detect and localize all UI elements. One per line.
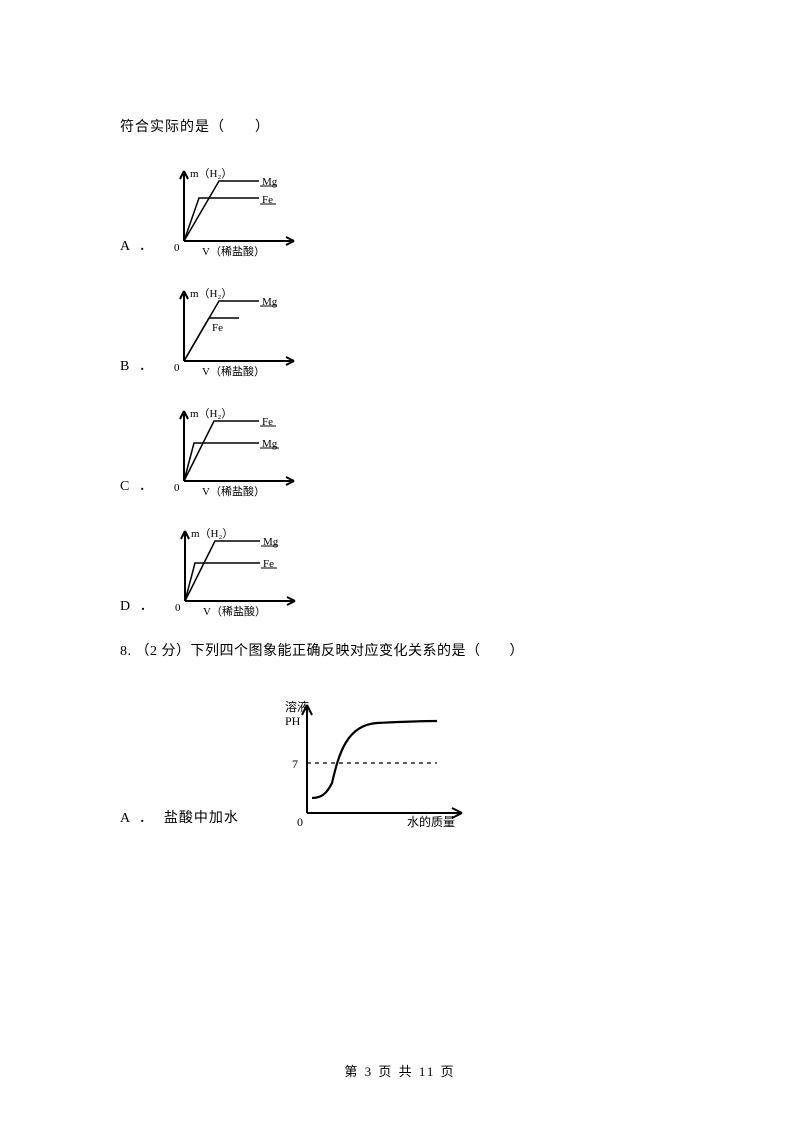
- option-letter-b: B ．: [120, 355, 156, 381]
- ph-chart: 溶液 PH 7 0 水的质量: [267, 693, 477, 833]
- origin-label: 0: [175, 602, 181, 614]
- chart-d: m（H₂） 0 V（稀盐酸） Mg Fe: [165, 523, 310, 621]
- chart-a: m（H₂） 0 V（稀盐酸） Mg Fe: [164, 163, 309, 261]
- ph-mid-tick: 7: [292, 757, 298, 771]
- ph-origin: 0: [297, 815, 303, 829]
- q8-option-letter-a: A ．: [120, 807, 156, 833]
- page-footer: 第 3 页 共 11 页: [0, 1061, 800, 1080]
- y-axis-label: m（H₂）: [190, 407, 232, 420]
- chart-b: m（H₂） 0 V（稀盐酸） Mg Fe: [164, 283, 309, 381]
- y-axis-label: m（H₂）: [190, 167, 232, 180]
- origin-label: 0: [174, 362, 180, 374]
- x-axis-label: V（稀盐酸）: [202, 484, 265, 498]
- ph-x-label: 水的质量: [407, 814, 455, 829]
- origin-label: 0: [174, 482, 180, 494]
- ph-y-upper: 溶液: [285, 699, 309, 714]
- q8-option-text-a: 盐酸中加水: [164, 807, 239, 833]
- page-content: 符合实际的是（ ） A ． m（H₂） 0 V（稀盐酸） Mg Fe B ．: [0, 0, 800, 833]
- ph-y-lower: PH: [285, 714, 301, 728]
- option-letter-a: A ．: [120, 235, 156, 261]
- q7-option-c: C ． m（H₂） 0 V（稀盐酸） Fe Mg: [120, 403, 680, 501]
- y-axis-label: m（H₂）: [191, 527, 233, 540]
- chart-c: m（H₂） 0 V（稀盐酸） Fe Mg: [164, 403, 309, 501]
- origin-label: 0: [174, 242, 180, 254]
- q8-stem: 8. （2 分）下列四个图象能正确反映对应变化关系的是（ ）: [120, 639, 680, 665]
- q8-option-a: A ． 盐酸中加水 溶液 PH 7 0 水的质量: [120, 693, 680, 833]
- x-axis-label: V（稀盐酸）: [202, 364, 265, 378]
- x-axis-label: V（稀盐酸）: [203, 604, 266, 618]
- intro-text: 符合实际的是（ ）: [120, 115, 680, 141]
- lower-curve-label: Fe: [212, 322, 223, 334]
- q7-option-b: B ． m（H₂） 0 V（稀盐酸） Mg Fe: [120, 283, 680, 381]
- option-letter-c: C ．: [120, 475, 156, 501]
- option-letter-d: D ．: [120, 595, 157, 621]
- y-axis-label: m（H₂）: [190, 287, 232, 300]
- q7-option-d: D ． m（H₂） 0 V（稀盐酸） Mg Fe: [120, 523, 680, 621]
- x-axis-label: V（稀盐酸）: [202, 244, 265, 258]
- q7-option-a: A ． m（H₂） 0 V（稀盐酸） Mg Fe: [120, 163, 680, 261]
